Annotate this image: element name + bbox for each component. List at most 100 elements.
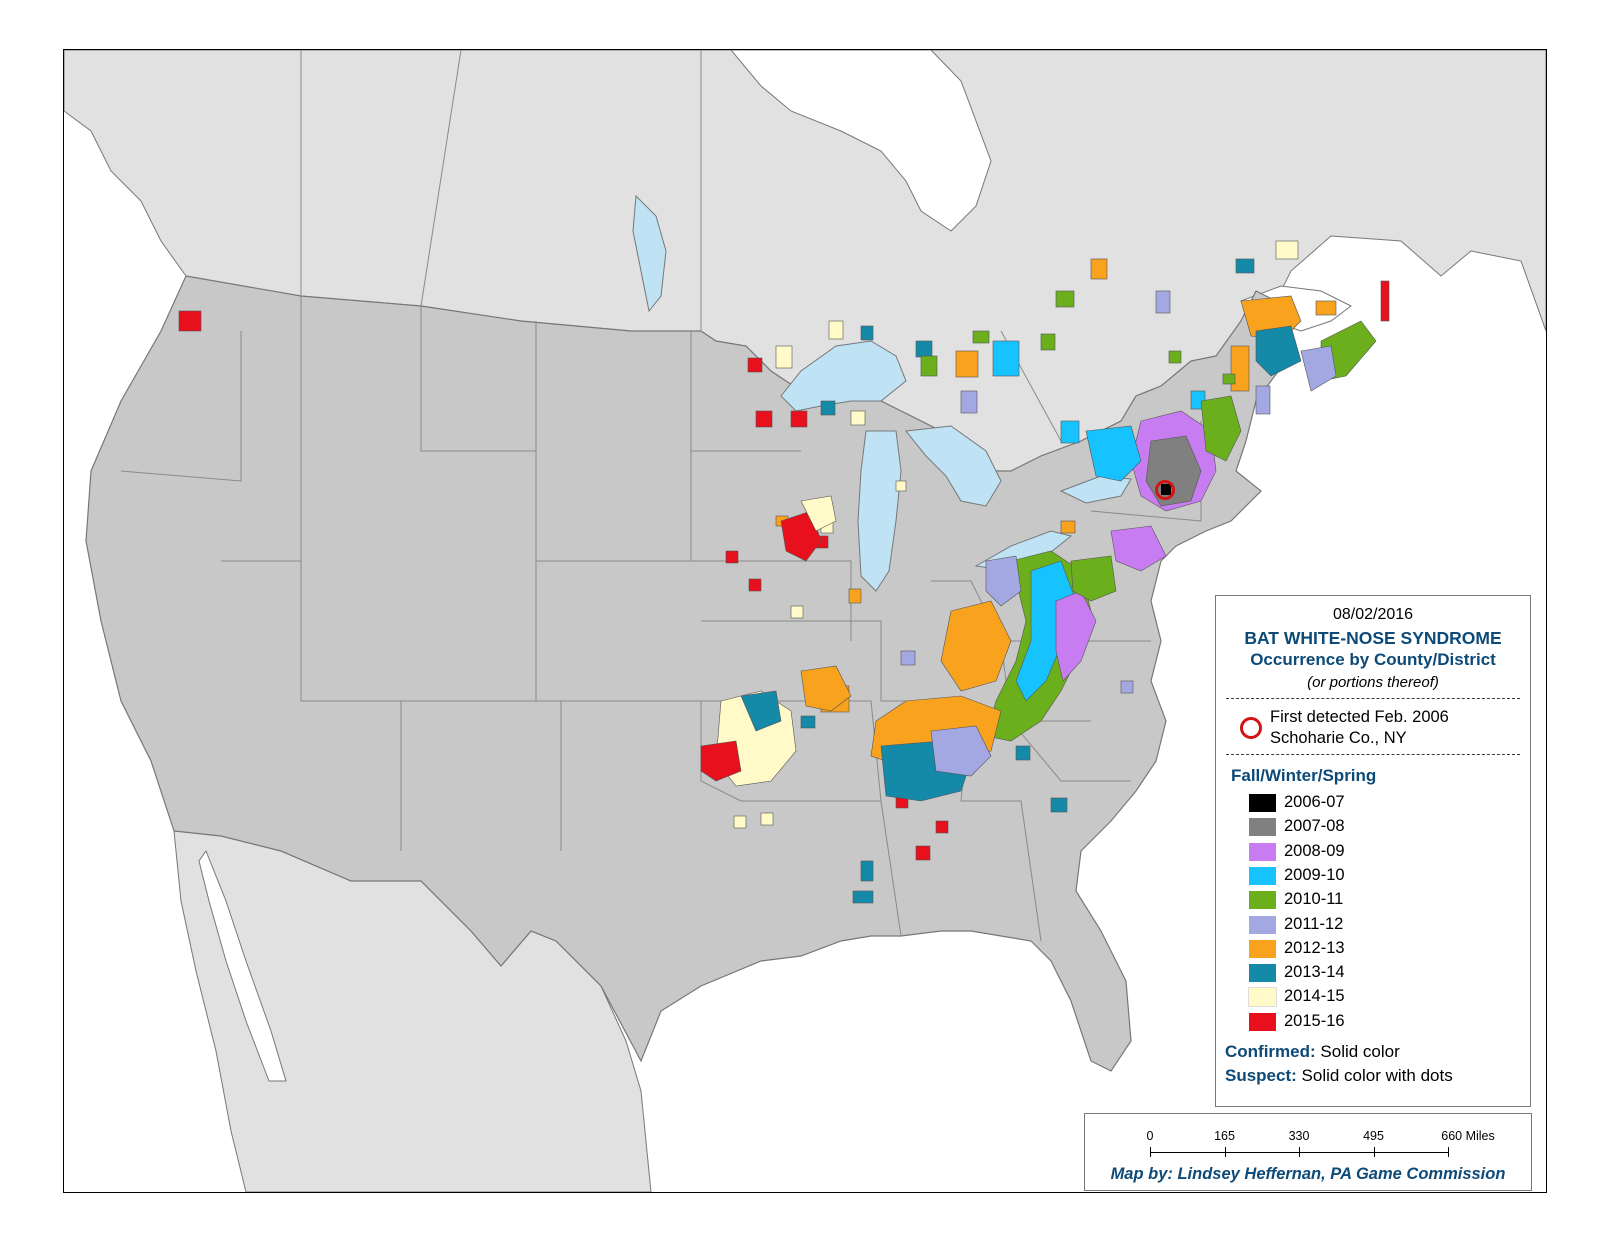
ny-cluster-2010-11 <box>1200 395 1242 462</box>
map-credit: Map by: Lindsey Heffernan, PA Game Commi… <box>1110 1165 1506 1183</box>
season-swatch <box>1249 891 1276 910</box>
scale-tick-label: 165 <box>1214 1129 1235 1143</box>
confirmed-row: Confirmed: Solid color <box>1225 1042 1400 1062</box>
county-2015-16 <box>747 357 763 373</box>
county-2014-15 <box>850 410 866 426</box>
county-2010-11 <box>920 355 938 377</box>
suspect-value: Solid color with dots <box>1301 1066 1453 1085</box>
lake-huron <box>905 425 1002 507</box>
county-2012-13 <box>1090 258 1108 280</box>
season-swatch <box>1249 818 1276 837</box>
midwest-band-2012-13 <box>940 600 1012 692</box>
map-date: 08/02/2016 <box>1332 606 1414 623</box>
wns-county-patches <box>178 240 1390 904</box>
county-2013-14 <box>860 325 874 341</box>
ny-cluster-2009-10 <box>1085 425 1142 482</box>
season-label: 2014-15 <box>1284 987 1345 1006</box>
county-2015-16 <box>748 578 762 592</box>
county-2013-14 <box>915 340 933 358</box>
county-2010-11 <box>1168 350 1182 364</box>
map-title: BAT WHITE-NOSE SYNDROME <box>1244 628 1502 648</box>
county-2012-13 <box>955 350 979 378</box>
scale-bar-line <box>1150 1152 1448 1153</box>
scale-tick-label: 0 <box>1146 1129 1154 1143</box>
first-detected-circle-icon <box>1240 717 1262 739</box>
county-2012-13 <box>1060 520 1076 534</box>
county-2012-13 <box>848 588 862 604</box>
county-2009-10 <box>1060 420 1080 444</box>
maritimes-2013-14 <box>1255 325 1302 377</box>
scale-tick-label: 330 <box>1288 1129 1310 1143</box>
season-label: 2009-10 <box>1284 865 1345 884</box>
suspect-key: Suspect: <box>1225 1066 1297 1085</box>
county-2013-14 <box>800 715 816 729</box>
county-2015-16 <box>725 550 739 564</box>
wisconsin-2014-15 <box>800 495 837 532</box>
county-2011-12 <box>1255 385 1271 415</box>
pa-cluster-2008-09 <box>1110 525 1167 572</box>
season-label: 2015-16 <box>1284 1011 1345 1030</box>
confirmed-value: Solid color <box>1320 1042 1400 1061</box>
lake-winnipeg <box>632 194 667 313</box>
map-frame <box>63 49 1547 1193</box>
county-2010-11 <box>1222 373 1236 385</box>
appalachian-band-2009-10 <box>1015 560 1077 702</box>
midwest-band-2011-12 <box>985 555 1022 607</box>
first-detected-location: Schoharie Co., NY <box>1270 729 1407 747</box>
first-detection-marker <box>1155 480 1175 500</box>
county-2014-15 <box>828 320 844 340</box>
season-swatch <box>1249 794 1276 812</box>
season-swatch <box>1249 964 1276 983</box>
hudson-bay-water <box>730 50 992 232</box>
season-heading: Fall/Winter/Spring <box>1231 766 1377 785</box>
season-swatch <box>1249 939 1276 958</box>
lake-ontario <box>1059 475 1132 504</box>
season-label: 2008-09 <box>1284 841 1345 860</box>
season-label: 2010-11 <box>1284 890 1344 909</box>
county-2015-16 <box>1380 280 1390 322</box>
season-label: 2007-08 <box>1284 817 1345 836</box>
season-swatch <box>1248 987 1277 1008</box>
lake-superior <box>780 340 907 412</box>
season-swatch <box>1249 842 1276 861</box>
county-2015-16 <box>915 845 931 861</box>
season-label: 2012-13 <box>1284 938 1345 957</box>
county-2012-13 <box>1230 345 1250 392</box>
season-label: 2011-12 <box>1284 914 1344 933</box>
first-detected-text: First detected Feb. 2006 <box>1270 708 1449 726</box>
county-2014-15 <box>1275 240 1299 260</box>
county-2011-12 <box>1120 680 1134 694</box>
legend-panel: 08/02/2016 BAT WHITE-NOSE SYNDROME Occur… <box>1215 595 1531 1107</box>
map-canvas <box>64 50 1546 1192</box>
wisconsin-2015-16 <box>780 510 822 562</box>
county-2013-14 <box>820 400 836 416</box>
season-swatch <box>1249 915 1276 934</box>
season-swatch <box>1249 866 1276 885</box>
maritimes-2011-12 <box>1300 345 1337 392</box>
county-2014-15 <box>733 815 747 829</box>
scale-tick-mark <box>1448 1147 1449 1157</box>
scale-tick-label: 660 Miles <box>1441 1129 1495 1143</box>
county-2013-14 <box>1235 258 1255 274</box>
suspect-row: Suspect: Solid color with dots <box>1225 1066 1453 1086</box>
season-label: 2006-07 <box>1284 793 1345 811</box>
gulf-of-california-water <box>198 849 287 1082</box>
season-swatch <box>1249 1012 1276 1031</box>
county-2015-16 <box>935 820 949 834</box>
county-2010-11 <box>1055 290 1075 308</box>
ny-cluster-2007-08 <box>1145 435 1202 507</box>
county-2014-15 <box>790 605 804 619</box>
county-2012-13 <box>1315 300 1337 316</box>
county-2011-12 <box>960 390 978 414</box>
county-2014-15 <box>775 345 793 369</box>
confirmed-key: Confirmed: <box>1225 1042 1316 1061</box>
legend-divider <box>1226 698 1520 699</box>
scale-bar-panel: 0 165 330 495 660 Miles Map by: Lindsey Heff… <box>1084 1113 1532 1191</box>
lake-michigan <box>857 430 902 592</box>
county-2011-12 <box>1155 290 1171 314</box>
county-2011-12 <box>900 650 916 666</box>
pa-cluster-2010-11 <box>1070 555 1117 602</box>
county-2014-15 <box>895 480 907 492</box>
scale-tick-label: 495 <box>1363 1129 1384 1143</box>
county-2009-10 <box>992 340 1020 377</box>
